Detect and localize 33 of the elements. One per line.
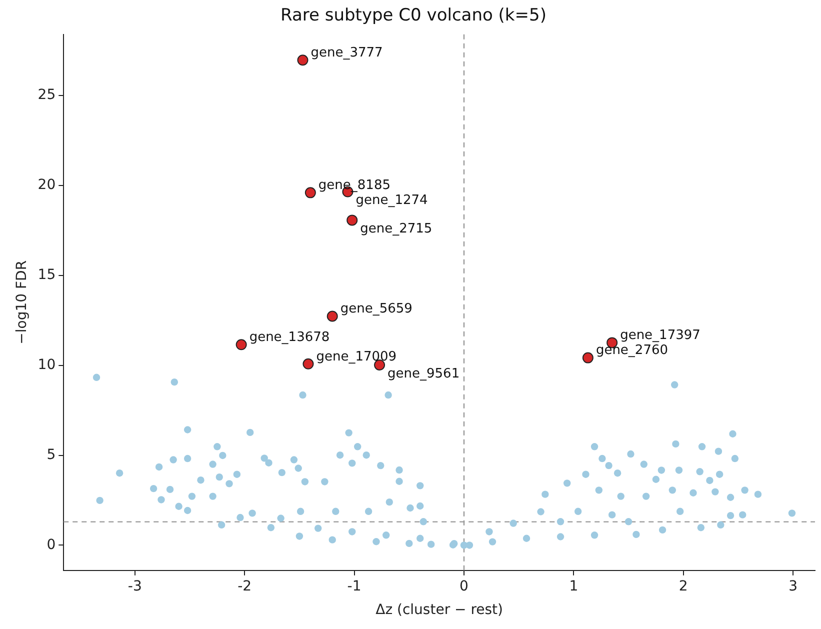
- y-tick-label: 15: [38, 267, 56, 284]
- annotation: gene_13678: [249, 330, 330, 346]
- annotation: gene_1274: [356, 193, 428, 208]
- annotation: gene_5659: [340, 302, 412, 317]
- y-tick-label: 0: [46, 536, 56, 553]
- x-tick-label: 2: [678, 578, 688, 594]
- y-axis-title: −log10 FDR: [14, 260, 30, 344]
- y-tick-label: 5: [46, 446, 56, 463]
- point: [326, 310, 338, 322]
- annotation: gene_3777: [310, 45, 383, 60]
- x-tick-label: -1: [347, 578, 362, 594]
- x-tick-label: -2: [238, 578, 252, 594]
- annotation: gene_2715: [360, 222, 432, 237]
- point: [346, 214, 358, 226]
- annotation: gene_9561: [388, 366, 460, 382]
- x-tick-label: 0: [460, 578, 468, 594]
- x-tick-label: 3: [788, 578, 798, 594]
- annotation: gene_2760: [596, 343, 668, 358]
- x-tick-label: 1: [569, 578, 578, 594]
- y-tick-label: 20: [38, 177, 56, 194]
- point: [302, 358, 314, 370]
- x-axis-title: Δz (cluster − rest): [376, 602, 504, 618]
- y-tick-label: 10: [38, 356, 56, 373]
- point: [582, 352, 594, 364]
- annotation: gene_8185: [318, 178, 390, 194]
- chart-title: Rare subtype C0 volcano (k=5): [280, 6, 546, 26]
- x-tick-label: -3: [128, 578, 142, 594]
- annotation: gene_17397: [620, 328, 700, 344]
- point: [304, 187, 316, 198]
- y-tick-label: 25: [38, 87, 56, 104]
- point: [297, 54, 308, 66]
- point: [236, 339, 247, 350]
- annotation: gene_17009: [316, 349, 397, 364]
